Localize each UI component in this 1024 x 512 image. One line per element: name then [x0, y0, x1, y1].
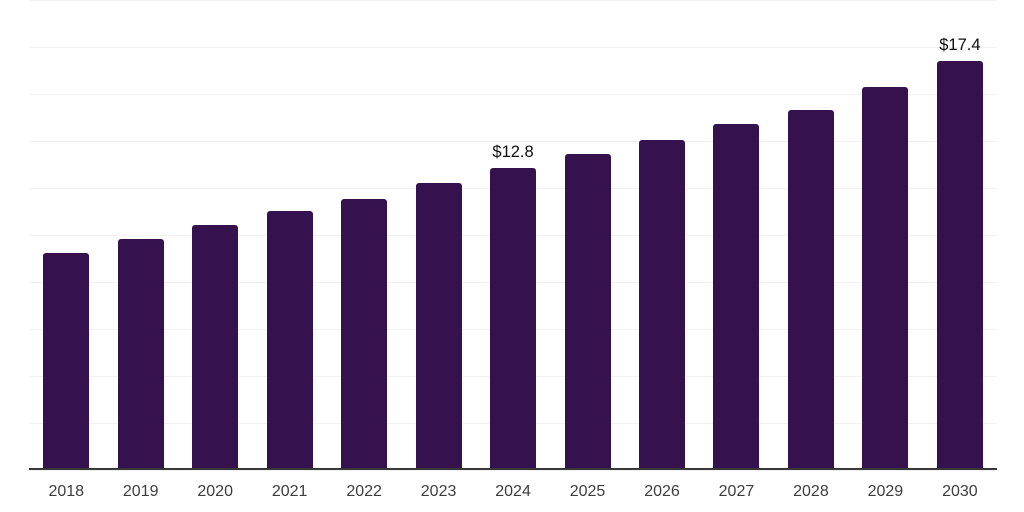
bar-slot: $17.4 [923, 0, 997, 468]
x-tick-label-2027: 2027 [718, 483, 755, 500]
bar-slot [401, 0, 475, 468]
bars-row: $12.8 $17.4 [29, 0, 997, 468]
x-tick-label-2030: 2030 [942, 483, 978, 500]
x-tick-label-2019: 2019 [122, 483, 159, 500]
x-tick-label-2023: 2023 [420, 483, 457, 500]
x-tick-label-2024: 2024 [495, 483, 531, 500]
bar-slot [774, 0, 848, 468]
gridline [29, 47, 997, 48]
x-tick-label-2025: 2025 [569, 483, 606, 500]
bar-2020 [192, 224, 239, 468]
bar-2022 [341, 198, 388, 468]
bar-slot [848, 0, 922, 468]
bar-2026 [638, 140, 685, 468]
bar-slot [550, 0, 624, 468]
bar-slot [327, 0, 401, 468]
x-tick-label-2022: 2022 [346, 483, 382, 500]
bar-value-label-2024: $12.8 [492, 143, 534, 162]
x-tick-label-2021: 2021 [271, 483, 308, 500]
x-tick-label-2028: 2028 [793, 483, 829, 500]
bar-2024: $12.8 [490, 143, 537, 468]
gridline [29, 0, 997, 1]
x-tick-label-2020: 2020 [197, 483, 233, 500]
bar-value-label-2030: $17.4 [939, 35, 981, 54]
gridline [29, 141, 997, 142]
x-axis-labels: 2018 2019 2020 2021 2022 2023 2024 2025 2026 2027… [29, 470, 997, 501]
bar-slot [103, 0, 177, 468]
bar-slot [29, 0, 103, 468]
bar-2023 [415, 182, 462, 468]
plot-area: $12.8 $17.4 [29, 0, 997, 471]
bar-2028 [787, 109, 834, 468]
bar-2029 [862, 86, 909, 468]
bar-slot [625, 0, 699, 468]
x-tick-label-2026: 2026 [644, 483, 680, 500]
gridline [29, 94, 997, 95]
bar-2018 [43, 252, 90, 468]
x-axis-line [29, 468, 997, 470]
bar-slot [178, 0, 252, 468]
bar-2019 [117, 238, 164, 468]
bar-slot [252, 0, 326, 468]
x-tick-label-2018: 2018 [48, 483, 85, 500]
bar-slot: $12.8 [476, 0, 550, 468]
x-tick-label-2029: 2029 [867, 483, 904, 500]
bar-2030: $17.4 [936, 36, 983, 468]
bar-2025 [564, 154, 611, 468]
bar-slot [699, 0, 773, 468]
gridline [29, 470, 997, 471]
bar-2021 [266, 210, 313, 468]
bar-2027 [713, 124, 760, 468]
